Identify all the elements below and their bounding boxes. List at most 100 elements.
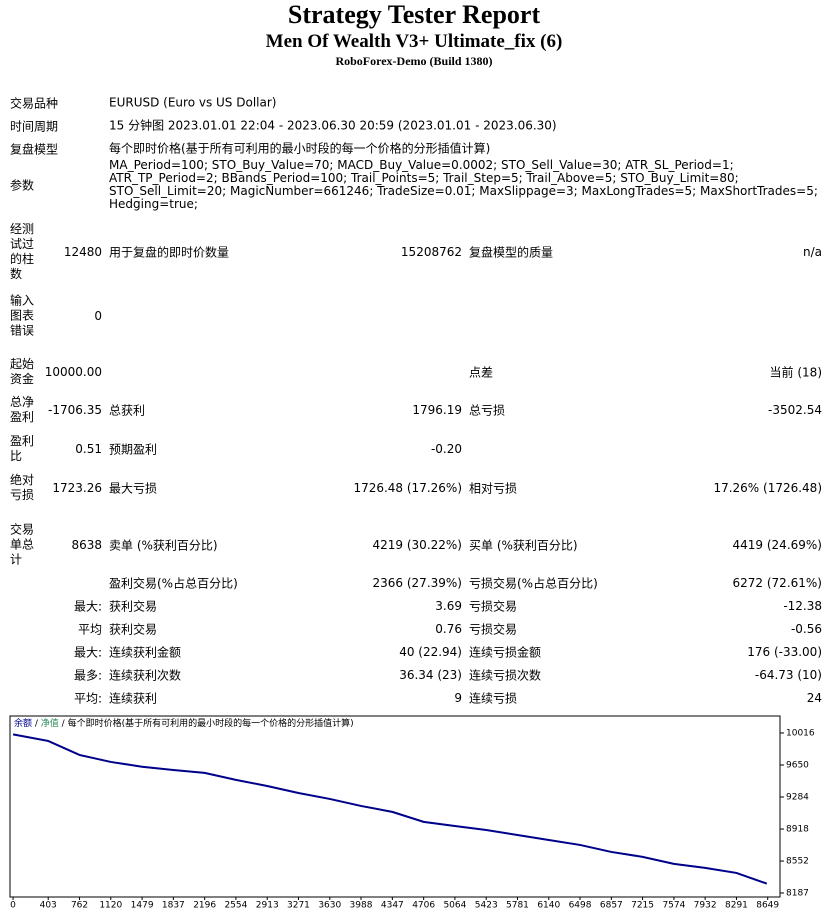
stat-label: 盈利交易(%占总百分比) — [109, 576, 238, 591]
stat-value: 12480 — [63, 245, 102, 259]
stat-label: 连续亏损金额 — [469, 645, 542, 660]
stat-value: 2366 (27.39%) — [372, 576, 462, 590]
stat-value: -12.38 — [783, 599, 822, 613]
chart-title: 每个即时价格(基于所有可利用的最小时段的每一个价格的分形插值计算) — [68, 717, 354, 729]
x-tick-label: 1837 — [162, 901, 185, 911]
stat-label: 买单 (%获利百分比) — [469, 538, 578, 553]
stat-label: 起始资金 — [10, 357, 35, 386]
stat-value: 4419 (24.69%) — [732, 538, 822, 552]
stat-label: 连续获利 — [109, 691, 158, 706]
stat-label: 连续获利次数 — [109, 668, 182, 683]
info-value: 每个即时价格(基于所有可利用的最小时段的每一个价格的分形插值计算) — [109, 141, 491, 156]
stat-value: 0.76 — [435, 622, 462, 636]
y-tick-label: 10016 — [786, 728, 815, 738]
x-tick-label: 762 — [71, 901, 88, 911]
stat-label: 卖单 (%获利百分比) — [109, 538, 218, 553]
info-label: 交易品种 — [10, 96, 59, 111]
stat-label: 获利交易 — [109, 622, 158, 637]
x-tick-label: 1120 — [99, 901, 122, 911]
stat-value: 15208762 — [400, 245, 462, 259]
stat-value: 4219 (30.22%) — [372, 538, 462, 552]
stat-value: 1796.19 — [412, 403, 462, 417]
x-tick-label: 8291 — [725, 901, 748, 911]
x-tick-label: 7215 — [631, 901, 654, 911]
stat-label: 预期盈利 — [109, 442, 158, 457]
y-tick-label: 8552 — [786, 857, 809, 867]
stat-value: n/a — [802, 245, 822, 259]
report-subtitle: Men Of Wealth V3+ Ultimate_fix (6) — [265, 31, 563, 52]
x-tick-label: 403 — [40, 901, 57, 911]
stat-prefix: 平均 — [77, 622, 102, 637]
plot-frame — [9, 715, 781, 898]
info-label: 复盘模型 — [10, 142, 59, 157]
stat-prefix: 最大: — [73, 645, 102, 660]
chart: 8187 8552 8918 9284 9650 10016 0 403 762 1120 1479… — [9, 715, 815, 911]
x-tick-label: 4706 — [412, 901, 435, 911]
x-tick-label: 6498 — [569, 901, 592, 911]
x-tick-label: 7932 — [694, 901, 717, 911]
x-tick-label: 2913 — [256, 901, 279, 911]
y-tick-label: 8918 — [786, 825, 809, 835]
stat-label: 亏损交易 — [469, 622, 518, 637]
stat-value: 10000.00 — [44, 365, 102, 379]
stat-value: 1726.48 (17.26%) — [353, 481, 462, 495]
stat-label: 绝对亏损 — [10, 473, 35, 502]
x-tick-label: 5064 — [443, 901, 466, 911]
x-tick-label: 1479 — [131, 901, 154, 911]
y-tick-label: 8187 — [786, 888, 809, 898]
stat-label: 亏损交易 — [469, 599, 518, 614]
stat-value: 17.26% (1726.48) — [713, 481, 822, 495]
stat-value: 24 — [806, 691, 822, 705]
stat-label: 连续获利金额 — [109, 645, 182, 660]
stat-prefix: 最多: — [73, 668, 102, 683]
stat-label: 用于复盘的即时价数量 — [109, 245, 230, 260]
stat-value: 36.34 (23) — [399, 668, 462, 682]
stat-prefix: 最大: — [73, 599, 102, 614]
x-tick-label: 8649 — [756, 901, 779, 911]
stat-label: 总获利 — [109, 403, 146, 418]
separator: / — [59, 719, 68, 729]
legend: 余额 / 净值 / 每个即时价格(基于所有可利用的最小时段的每一个价格的分形插值… — [14, 717, 354, 729]
legend-entry: 余额 — [14, 717, 32, 729]
y-tick-label: 9650 — [786, 760, 809, 770]
stat-label: 亏损交易(%占总百分比) — [469, 576, 598, 591]
x-tick-label: 3271 — [287, 901, 310, 911]
info-value: EURUSD (Euro vs US Dollar) — [109, 95, 277, 110]
info-value: MA_Period=100; STO_Buy_Value=70; MACD_Bu… — [109, 158, 818, 211]
x-tick-label: 5423 — [475, 901, 498, 911]
x-tick-label: 5781 — [506, 901, 529, 911]
stat-label: 输入图表错误 — [10, 293, 35, 338]
stat-value: 1723.26 — [52, 481, 102, 495]
x-tick-label: 0 — [10, 901, 16, 911]
stat-label: 连续亏损次数 — [469, 668, 542, 683]
x-tick-label: 2196 — [193, 901, 216, 911]
build: RoboForex-Demo (Build 1380) — [335, 54, 493, 68]
stat-value: 176 (-33.00) — [747, 645, 822, 659]
stat-value: -64.73 (10) — [754, 668, 822, 682]
stat-value: -0.20 — [430, 442, 462, 456]
series-line — [12, 733, 768, 885]
stat-label: 获利交易 — [109, 599, 158, 614]
x-tick-label: 4347 — [381, 901, 404, 911]
stat-prefix: 平均: — [73, 691, 102, 706]
x-tick-label: 7574 — [662, 901, 685, 911]
info-label: 时间周期 — [10, 119, 59, 134]
info-value: 15 分钟图 2023.01.01 22:04 - 2023.06.30 20:… — [109, 118, 557, 133]
stat-label: 最大亏损 — [109, 481, 158, 496]
legend-entry: 净值 — [41, 717, 59, 729]
stat-label: 经测试过的柱数 — [10, 222, 35, 281]
stat-value: -3502.54 — [768, 403, 822, 417]
stat-label: 总净盈利 — [10, 395, 35, 424]
x-tick-label: 6857 — [600, 901, 623, 911]
stat-label: 复盘模型的质量 — [469, 245, 554, 260]
y-tick-label: 9284 — [786, 793, 809, 803]
stat-value: 40 (22.94) — [399, 645, 462, 659]
x-tick-label: 2554 — [224, 901, 247, 911]
stat-label: 盈利比 — [10, 434, 35, 463]
separator: / — [32, 719, 41, 729]
stat-label: 连续亏损 — [469, 691, 518, 706]
report-title: Strategy Tester Report — [287, 0, 541, 29]
info-label: 参数 — [10, 178, 35, 193]
stat-value: 3.69 — [435, 599, 462, 613]
